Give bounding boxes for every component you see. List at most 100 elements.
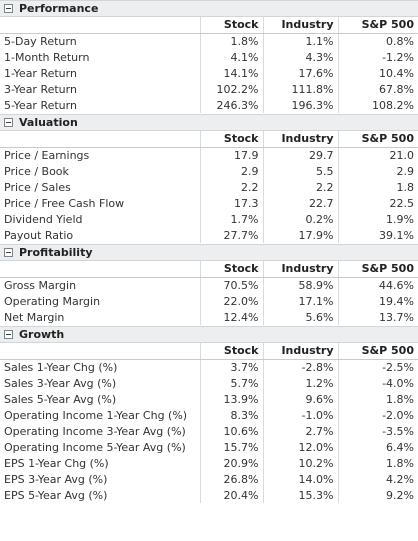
cell-value: 196.3%	[262, 97, 338, 113]
table-row: Price / Earnings 17.9 29.7 21.0	[0, 147, 418, 163]
cell-value: -2.8%	[262, 359, 338, 375]
column-header-row: Stock Industry S&P 500	[0, 343, 418, 360]
cell-value: 10.6%	[199, 423, 263, 439]
row-label: EPS 1-Year Chg (%)	[4, 456, 109, 470]
column-header: Industry	[262, 343, 338, 360]
row-label: 5-Year Return	[4, 98, 77, 112]
column-header: Industry	[262, 261, 338, 278]
cell-value: 17.1%	[262, 293, 338, 309]
cell-value: 2.2	[199, 179, 263, 195]
table-row: Operating Income 3-Year Avg (%) 10.6% 2.7%…	[0, 423, 418, 439]
cell-value: 246.3%	[199, 97, 263, 113]
cell-value: 5.7%	[199, 375, 263, 391]
cell-value: 1.8%	[337, 455, 418, 471]
cell-value: 15.7%	[199, 439, 263, 455]
collapse-toggle-icon[interactable]	[4, 4, 13, 13]
cell-value: 22.5	[337, 195, 418, 211]
cell-value: 44.6%	[337, 277, 418, 293]
column-header: S&P 500	[337, 343, 418, 360]
row-label: Dividend Yield	[4, 212, 83, 226]
cell-value: 5.6%	[262, 309, 338, 325]
row-label: 1-Year Return	[4, 66, 77, 80]
cell-value: 21.0	[337, 147, 418, 163]
row-label: Sales 5-Year Avg (%)	[4, 392, 117, 406]
column-header-blank	[0, 343, 200, 360]
cell-value: 102.2%	[199, 81, 263, 97]
cell-value: 2.2	[262, 179, 338, 195]
cell-value: 12.4%	[199, 309, 263, 325]
cell-value: 22.7	[262, 195, 338, 211]
column-header-row: Stock Industry S&P 500	[0, 261, 418, 278]
cell-value: 1.2%	[262, 375, 338, 391]
cell-value: 3.7%	[199, 359, 263, 375]
column-header: S&P 500	[337, 131, 418, 148]
table-row: 3-Year Return 102.2% 111.8% 67.8%	[0, 81, 418, 97]
section-profitability: Profitability Stock Industry S&P 500 Gross M…	[0, 244, 418, 325]
cell-value: 2.9	[337, 163, 418, 179]
row-label: Net Margin	[4, 310, 65, 324]
column-header: S&P 500	[337, 261, 418, 278]
table-row: 1-Year Return 14.1% 17.6% 10.4%	[0, 65, 418, 81]
cell-value: 111.8%	[262, 81, 338, 97]
cell-value: 67.8%	[337, 81, 418, 97]
column-header-row: Stock Industry S&P 500	[0, 17, 418, 34]
row-label: Payout Ratio	[4, 228, 74, 242]
section-header[interactable]: Valuation	[0, 114, 418, 131]
column-header-blank	[0, 17, 200, 34]
section-title: Profitability	[19, 246, 93, 259]
cell-value: 13.9%	[199, 391, 263, 407]
cell-value: 2.7%	[262, 423, 338, 439]
cell-value: 1.8%	[199, 33, 263, 49]
collapse-toggle-icon[interactable]	[4, 248, 13, 257]
row-label: Operating Income 5-Year Avg (%)	[4, 440, 186, 454]
table-row: EPS 3-Year Avg (%) 26.8% 14.0% 4.2%	[0, 471, 418, 487]
cell-value: 1.9%	[337, 211, 418, 227]
cell-value: 22.0%	[199, 293, 263, 309]
table-row: Sales 3-Year Avg (%) 5.7% 1.2% -4.0%	[0, 375, 418, 391]
cell-value: 108.2%	[337, 97, 418, 113]
cell-value: 14.0%	[262, 471, 338, 487]
section-title: Valuation	[19, 116, 78, 129]
table-row: Dividend Yield 1.7% 0.2% 1.9%	[0, 211, 418, 227]
section-header[interactable]: Profitability	[0, 244, 418, 261]
cell-value: 17.6%	[262, 65, 338, 81]
table-row: Price / Sales 2.2 2.2 1.8	[0, 179, 418, 195]
cell-value: 58.9%	[262, 277, 338, 293]
cell-value: 17.9%	[262, 227, 338, 243]
column-header: Stock	[199, 343, 263, 360]
cell-value: 20.9%	[199, 455, 263, 471]
cell-value: 5.5	[262, 163, 338, 179]
row-label: Operating Income 3-Year Avg (%)	[4, 424, 186, 438]
cell-value: 1.1%	[262, 33, 338, 49]
section-growth: Growth Stock Industry S&P 500 Sales 1-Year C…	[0, 326, 418, 503]
cell-value: 12.0%	[262, 439, 338, 455]
row-label: EPS 3-Year Avg (%)	[4, 472, 108, 486]
cell-value: -2.0%	[337, 407, 418, 423]
column-header: Stock	[199, 261, 263, 278]
cell-value: 1.8%	[337, 391, 418, 407]
collapse-toggle-icon[interactable]	[4, 118, 13, 127]
section-header[interactable]: Growth	[0, 326, 418, 343]
collapse-toggle-icon[interactable]	[4, 330, 13, 339]
cell-value: -3.5%	[337, 423, 418, 439]
row-label: 5-Day Return	[4, 34, 77, 48]
metrics-table: Stock Industry S&P 500 Price / Earnings 17.9…	[0, 131, 418, 243]
section-header[interactable]: Performance	[0, 0, 418, 17]
row-label: Sales 3-Year Avg (%)	[4, 376, 117, 390]
row-label: Operating Margin	[4, 294, 101, 308]
section-performance: Performance Stock Industry S&P 500 5-Day Ret…	[0, 0, 418, 113]
row-label: Operating Income 1-Year Chg (%)	[4, 408, 188, 422]
cell-value: -4.0%	[337, 375, 418, 391]
cell-value: -2.5%	[337, 359, 418, 375]
table-row: EPS 1-Year Chg (%) 20.9% 10.2% 1.8%	[0, 455, 418, 471]
table-row: 5-Day Return 1.8% 1.1% 0.8%	[0, 33, 418, 49]
row-label: EPS 5-Year Avg (%)	[4, 488, 108, 502]
column-header: Stock	[199, 131, 263, 148]
table-row: Sales 1-Year Chg (%) 3.7% -2.8% -2.5%	[0, 359, 418, 375]
row-label: 3-Year Return	[4, 82, 77, 96]
row-label: Price / Book	[4, 164, 69, 178]
cell-value: 4.1%	[199, 49, 263, 65]
table-row: EPS 5-Year Avg (%) 20.4% 15.3% 9.2%	[0, 487, 418, 503]
row-label: Price / Free Cash Flow	[4, 196, 125, 210]
cell-value: -1.0%	[262, 407, 338, 423]
